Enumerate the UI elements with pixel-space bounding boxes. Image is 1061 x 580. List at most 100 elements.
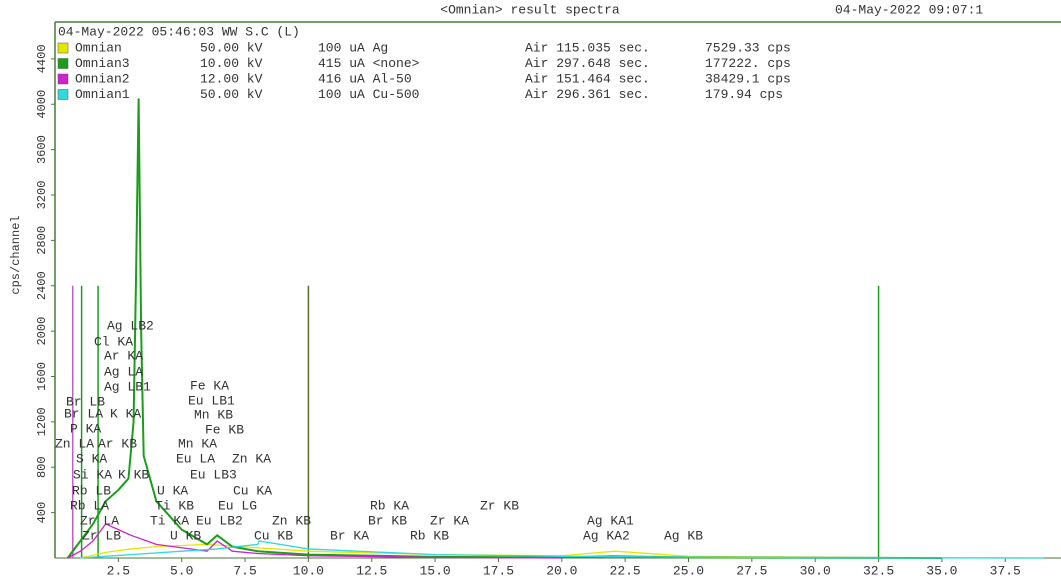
legend-detail: 12.00 kV xyxy=(200,71,263,86)
peak-label: Fe KB xyxy=(205,422,244,437)
x-tick-label: 25.0 xyxy=(673,563,704,578)
peak-label: Cu KB xyxy=(254,528,293,543)
legend-detail: 177222. cps xyxy=(705,56,791,71)
y-axis-label: cps/channel xyxy=(9,215,23,294)
peak-label: U KB xyxy=(170,528,201,543)
x-tick-label: 12.5 xyxy=(356,563,387,578)
y-tick-label: 4400 xyxy=(35,44,49,73)
x-tick-label: 37.5 xyxy=(990,563,1021,578)
legend-detail: 416 uA Al-50 xyxy=(318,71,412,86)
legend-swatch xyxy=(57,58,69,69)
y-tick-label: 800 xyxy=(35,456,49,478)
peak-label: Zr LB xyxy=(82,528,121,543)
peak-label: S KA xyxy=(76,451,107,466)
peak-label: Ag LB1 xyxy=(104,379,151,394)
peak-label: U KA xyxy=(157,483,188,498)
peak-label: Cu KA xyxy=(233,483,272,498)
peak-label: Ti KB xyxy=(155,498,194,513)
peak-label: Ag KA2 xyxy=(583,528,630,543)
peak-label: Zn KB xyxy=(272,513,311,528)
peak-label: Br LB xyxy=(66,394,105,409)
y-tick-label: 3200 xyxy=(35,181,49,210)
x-tick-label: 7.5 xyxy=(233,563,256,578)
peak-label: Rb LA xyxy=(70,498,109,513)
legend-swatch xyxy=(57,89,69,100)
spectrum-line xyxy=(66,98,942,559)
peak-label: Br LA xyxy=(64,406,103,421)
peak-label: Ag LB2 xyxy=(107,318,154,333)
legend-label: Omnian3 xyxy=(75,56,130,71)
peak-label: Rb KA xyxy=(370,498,409,513)
legend-detail: 10.00 kV xyxy=(200,56,263,71)
y-tick-label: 2400 xyxy=(35,271,49,300)
x-tick-label: 22.5 xyxy=(610,563,641,578)
x-tick-label: 20.0 xyxy=(546,563,577,578)
x-tick-label: 30.0 xyxy=(800,563,831,578)
peak-label: Ag KB xyxy=(664,528,703,543)
peak-label: Zr KA xyxy=(430,513,469,528)
peak-label: Eu LB3 xyxy=(190,467,237,482)
y-tick-label: 1600 xyxy=(35,362,49,391)
legend-detail: Air 297.648 sec. xyxy=(525,56,650,71)
peak-label: Ag KA1 xyxy=(587,513,634,528)
peak-label: Ag LA xyxy=(104,364,143,379)
legend-detail: 100 uA Cu-500 xyxy=(318,87,419,102)
x-tick-label: 10.0 xyxy=(293,563,324,578)
peak-label: Ar KB xyxy=(98,436,137,451)
x-tick-label: 27.5 xyxy=(736,563,767,578)
header: 04-May-2022 05:46:03 WW S.C (L) xyxy=(58,24,300,39)
legend-label: Omnian xyxy=(75,40,122,55)
legend-swatch xyxy=(57,42,69,54)
legend-detail: Air 296.361 sec. xyxy=(525,87,650,102)
peak-label: Zr KB xyxy=(480,498,519,513)
spectrum-line xyxy=(67,523,562,559)
timestamp: 04-May-2022 09:07:1 xyxy=(835,2,983,17)
peak-label: Cl KA xyxy=(94,334,133,349)
x-tick-label: 5.0 xyxy=(170,563,193,578)
legend-label: Omnian2 xyxy=(75,71,130,86)
y-tick-label: 3600 xyxy=(35,135,49,164)
x-tick-label: 35.0 xyxy=(926,563,957,578)
chart-title: <Omnian> result spectra xyxy=(440,2,620,17)
peak-label: Mn KA xyxy=(178,436,217,451)
legend-detail: 100 uA Ag xyxy=(318,40,388,55)
legend-detail: 415 uA <none> xyxy=(318,56,420,71)
spectrum-line xyxy=(80,540,1044,559)
legend-detail: 50.00 kV xyxy=(200,40,263,55)
peak-label: Br KA xyxy=(330,528,369,543)
peak-label: Eu LB1 xyxy=(188,393,235,408)
peak-label: Si KA xyxy=(73,467,112,482)
peak-label: Mn KB xyxy=(194,407,233,422)
peak-label: Ti KA xyxy=(150,513,189,528)
peak-label: Eu LA xyxy=(176,451,215,466)
legend-detail: Air 115.035 sec. xyxy=(525,40,650,55)
y-tick-label: 400 xyxy=(35,502,49,524)
peak-label: Br KB xyxy=(368,513,407,528)
legend-label: Omnian1 xyxy=(75,87,130,102)
peak-label: K KA xyxy=(110,406,141,421)
peak-label: Eu LB2 xyxy=(196,513,243,528)
legend-swatch xyxy=(57,73,69,85)
peak-label: Rb LB xyxy=(72,483,111,498)
legend-detail: 7529.33 cps xyxy=(705,40,791,55)
y-tick-label: 4000 xyxy=(35,90,49,119)
peak-label: Fe KA xyxy=(190,378,229,393)
x-tick-label: 2.5 xyxy=(107,563,130,578)
peak-label: Zn KA xyxy=(232,451,271,466)
peak-label: Zn LA xyxy=(55,436,94,451)
peak-label: Eu LG xyxy=(218,498,257,513)
peak-label: P KA xyxy=(70,421,101,436)
peak-label: K KB xyxy=(118,467,149,482)
legend-detail: 38429.1 cps xyxy=(705,71,791,86)
legend-detail: Air 151.464 sec. xyxy=(525,71,650,86)
spectrum-line xyxy=(80,543,1044,559)
x-tick-label: 15.0 xyxy=(419,563,450,578)
y-tick-label: 1200 xyxy=(35,407,49,436)
peak-label: Ar KA xyxy=(104,348,143,363)
legend-detail: 50.00 kV xyxy=(200,87,263,102)
x-tick-label: 32.5 xyxy=(863,563,894,578)
peak-label: Zr LA xyxy=(80,513,119,528)
y-tick-label: 2000 xyxy=(35,317,49,346)
x-tick-label: 17.5 xyxy=(483,563,514,578)
